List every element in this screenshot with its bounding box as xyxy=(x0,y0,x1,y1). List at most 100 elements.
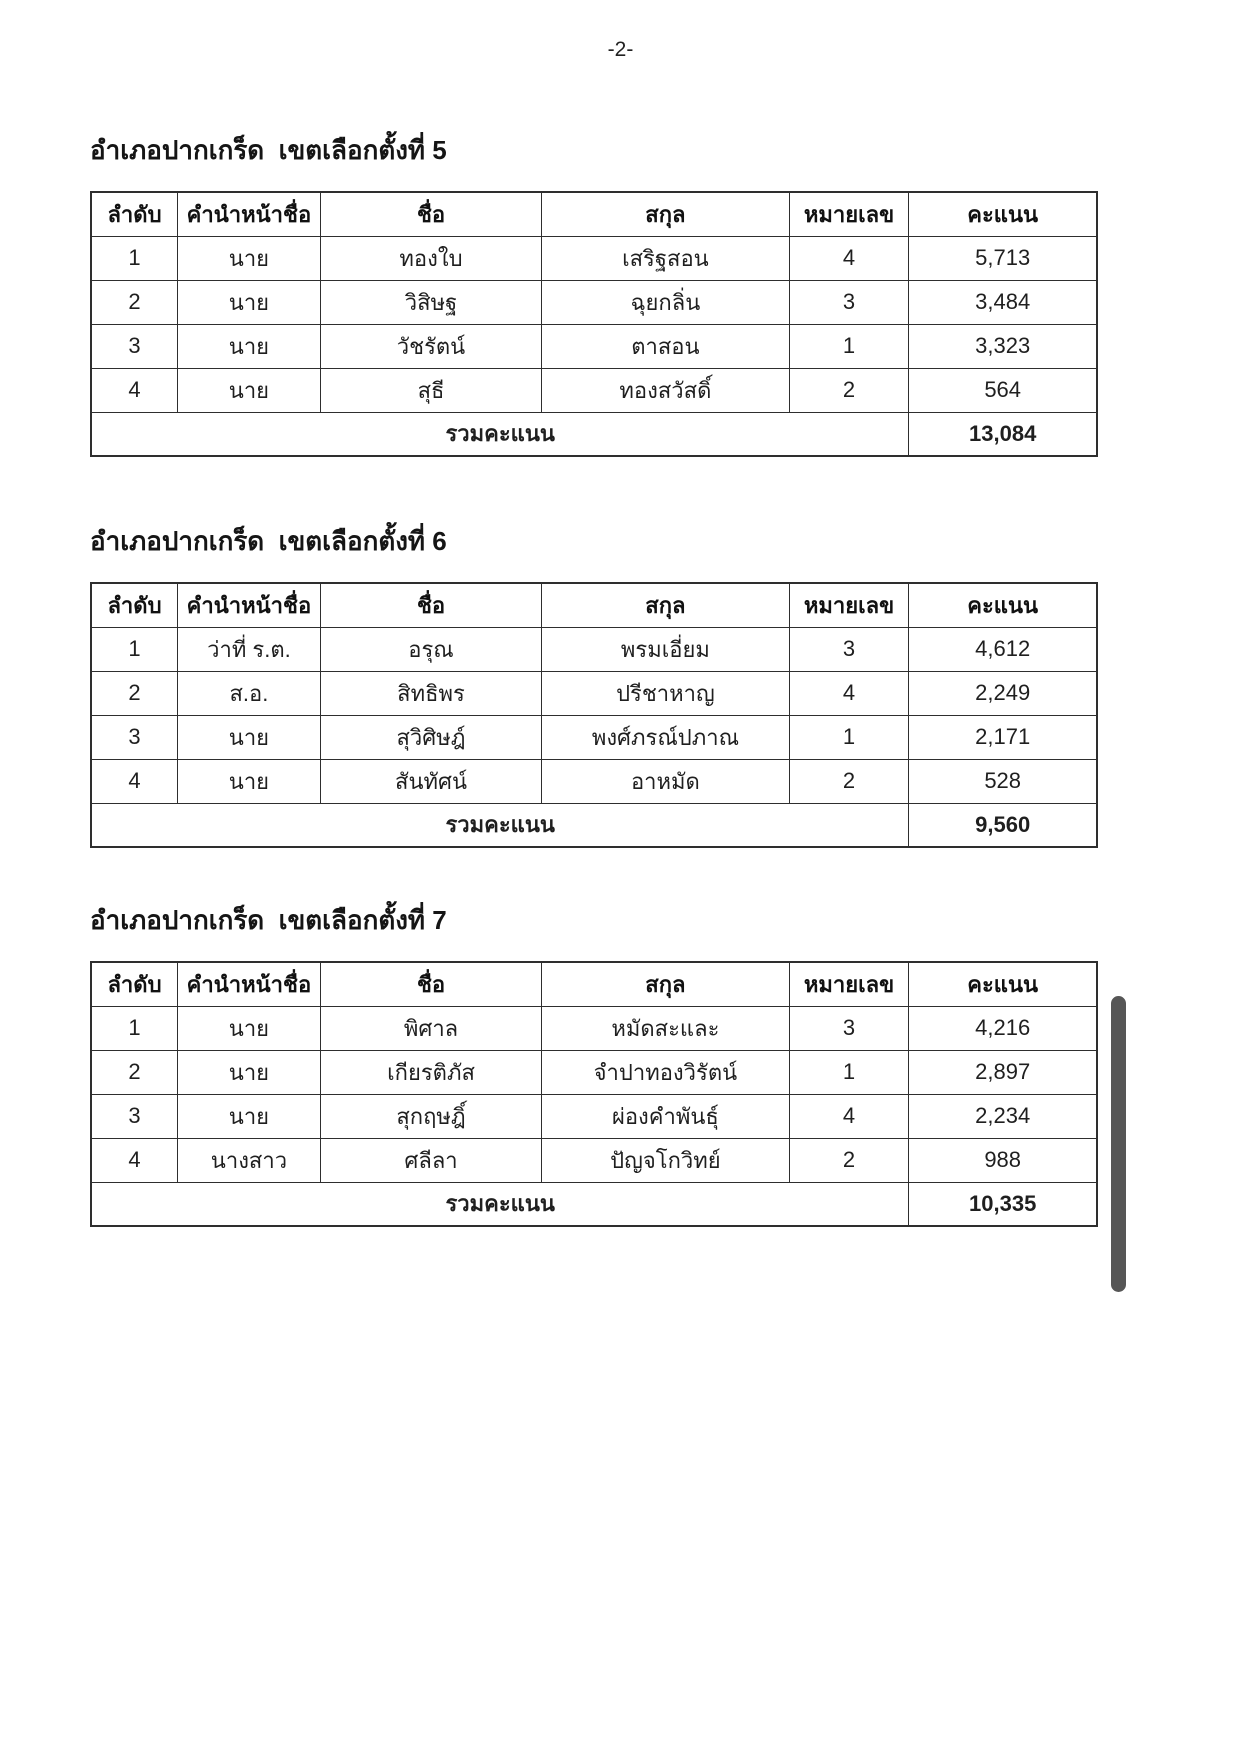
cell-surname: จำปาทองวิรัตน์ xyxy=(541,1049,790,1095)
col-header-candidate-number: หมายเลข xyxy=(788,191,910,237)
cell-first-name: สันทัศน์ xyxy=(319,758,543,804)
table-row: 3 นาย สุกฤษฎิ์ ผ่องคำพันธุ์ 4 2,234 xyxy=(90,1093,1098,1139)
cell-prefix: นาย xyxy=(177,235,321,281)
cell-candidate-number: 1 xyxy=(788,714,910,760)
cell-prefix: นาย xyxy=(177,323,321,369)
col-header-score: คะแนน xyxy=(908,961,1098,1007)
table-row: 2 นาย วิสิษฐ ฉุยกลิ่น 3 3,484 xyxy=(90,279,1098,325)
total-label: รวมคะแนน xyxy=(90,411,910,457)
cell-score: 564 xyxy=(908,367,1098,413)
total-row: รวมคะแนน 10,335 xyxy=(90,1181,1098,1227)
table-row: 3 นาย วัชรัตน์ ตาสอน 1 3,323 xyxy=(90,323,1098,369)
results-table-district-5: ลำดับ คำนำหน้าชื่อ ชื่อ สกุล หมายเลข คะแ… xyxy=(90,191,1098,457)
total-label: รวมคะแนน xyxy=(90,1181,910,1227)
col-header-prefix: คำนำหน้าชื่อ xyxy=(177,961,321,1007)
cell-prefix: นาย xyxy=(177,1049,321,1095)
cell-order: 1 xyxy=(90,235,179,281)
table-row: 2 นาย เกียรติภัส จำปาทองวิรัตน์ 1 2,897 xyxy=(90,1049,1098,1095)
col-header-order: ลำดับ xyxy=(90,191,179,237)
cell-order: 2 xyxy=(90,1049,179,1095)
cell-first-name: สุธี xyxy=(319,367,543,413)
cell-surname: ตาสอน xyxy=(541,323,790,369)
col-header-order: ลำดับ xyxy=(90,582,179,628)
cell-prefix: นาย xyxy=(177,1005,321,1051)
cell-score: 5,713 xyxy=(908,235,1098,281)
cell-prefix: นาย xyxy=(177,279,321,325)
cell-surname: เสริฐสอน xyxy=(541,235,790,281)
cell-candidate-number: 3 xyxy=(788,1005,910,1051)
cell-candidate-number: 4 xyxy=(788,670,910,716)
section-title-district-6: อำเภอปากเกร็ด เขตเลือกตั้งที่ 6 xyxy=(90,526,447,556)
cell-prefix: นาย xyxy=(177,367,321,413)
page-number: -2- xyxy=(607,38,634,61)
scrollbar-thumb[interactable] xyxy=(1111,996,1126,1292)
section-title-district-7: อำเภอปากเกร็ด เขตเลือกตั้งที่ 7 xyxy=(90,905,447,935)
table-header-row: ลำดับ คำนำหน้าชื่อ ชื่อ สกุล หมายเลข คะแ… xyxy=(90,961,1098,1007)
cell-score: 3,323 xyxy=(908,323,1098,369)
cell-score: 3,484 xyxy=(908,279,1098,325)
cell-prefix: นาย xyxy=(177,758,321,804)
cell-order: 2 xyxy=(90,279,179,325)
cell-prefix: นาย xyxy=(177,1093,321,1139)
col-header-first-name: ชื่อ xyxy=(319,191,543,237)
col-header-candidate-number: หมายเลข xyxy=(788,582,910,628)
cell-surname: ฉุยกลิ่น xyxy=(541,279,790,325)
cell-order: 1 xyxy=(90,626,179,672)
col-header-first-name: ชื่อ xyxy=(319,582,543,628)
cell-first-name: เกียรติภัส xyxy=(319,1049,543,1095)
cell-first-name: วัชรัตน์ xyxy=(319,323,543,369)
cell-score: 2,171 xyxy=(908,714,1098,760)
section-title-district-5: อำเภอปากเกร็ด เขตเลือกตั้งที่ 5 xyxy=(90,135,447,165)
results-table-district-6: ลำดับ คำนำหน้าชื่อ ชื่อ สกุล หมายเลข คะแ… xyxy=(90,582,1098,848)
cell-first-name: สิทธิพร xyxy=(319,670,543,716)
col-header-surname: สกุล xyxy=(541,191,790,237)
cell-surname: ทองสวัสดิ์ xyxy=(541,367,790,413)
cell-first-name: วิสิษฐ xyxy=(319,279,543,325)
cell-prefix: นาย xyxy=(177,714,321,760)
cell-first-name: สุวิศิษฎ์ xyxy=(319,714,543,760)
cell-score: 988 xyxy=(908,1137,1098,1183)
cell-order: 3 xyxy=(90,323,179,369)
cell-prefix: ส.อ. xyxy=(177,670,321,716)
cell-surname: พงศ์ภรณ์ปภาณ xyxy=(541,714,790,760)
table-row: 4 นางสาว ศลีลา ปัญจโกวิทย์ 2 988 xyxy=(90,1137,1098,1183)
cell-score: 2,234 xyxy=(908,1093,1098,1139)
cell-candidate-number: 3 xyxy=(788,626,910,672)
cell-score: 528 xyxy=(908,758,1098,804)
cell-first-name: ศลีลา xyxy=(319,1137,543,1183)
col-header-order: ลำดับ xyxy=(90,961,179,1007)
cell-order: 3 xyxy=(90,714,179,760)
total-score: 10,335 xyxy=(908,1181,1098,1227)
total-score: 9,560 xyxy=(908,802,1098,848)
cell-candidate-number: 4 xyxy=(788,235,910,281)
cell-order: 4 xyxy=(90,1137,179,1183)
cell-order: 3 xyxy=(90,1093,179,1139)
cell-first-name: พิศาล xyxy=(319,1005,543,1051)
total-label: รวมคะแนน xyxy=(90,802,910,848)
col-header-score: คะแนน xyxy=(908,191,1098,237)
cell-first-name: สุกฤษฎิ์ xyxy=(319,1093,543,1139)
cell-surname: หมัดสะและ xyxy=(541,1005,790,1051)
cell-order: 4 xyxy=(90,758,179,804)
table-row: 4 นาย สุธี ทองสวัสดิ์ 2 564 xyxy=(90,367,1098,413)
cell-surname: ปรีชาหาญ xyxy=(541,670,790,716)
total-row: รวมคะแนน 9,560 xyxy=(90,802,1098,848)
col-header-prefix: คำนำหน้าชื่อ xyxy=(177,191,321,237)
col-header-surname: สกุล xyxy=(541,961,790,1007)
cell-score: 2,897 xyxy=(908,1049,1098,1095)
col-header-prefix: คำนำหน้าชื่อ xyxy=(177,582,321,628)
cell-surname: ปัญจโกวิทย์ xyxy=(541,1137,790,1183)
cell-candidate-number: 4 xyxy=(788,1093,910,1139)
cell-surname: ผ่องคำพันธุ์ xyxy=(541,1093,790,1139)
cell-candidate-number: 1 xyxy=(788,323,910,369)
col-header-first-name: ชื่อ xyxy=(319,961,543,1007)
document-content: อำเภอปากเกร็ด เขตเลือกตั้งที่ 5 ลำดับ คำ… xyxy=(90,130,1098,1227)
cell-score: 4,216 xyxy=(908,1005,1098,1051)
table-header-row: ลำดับ คำนำหน้าชื่อ ชื่อ สกุล หมายเลข คะแ… xyxy=(90,191,1098,237)
cell-first-name: ทองใบ xyxy=(319,235,543,281)
table-row: 3 นาย สุวิศิษฎ์ พงศ์ภรณ์ปภาณ 1 2,171 xyxy=(90,714,1098,760)
cell-candidate-number: 2 xyxy=(788,1137,910,1183)
cell-candidate-number: 2 xyxy=(788,758,910,804)
cell-candidate-number: 1 xyxy=(788,1049,910,1095)
table-row: 2 ส.อ. สิทธิพร ปรีชาหาญ 4 2,249 xyxy=(90,670,1098,716)
